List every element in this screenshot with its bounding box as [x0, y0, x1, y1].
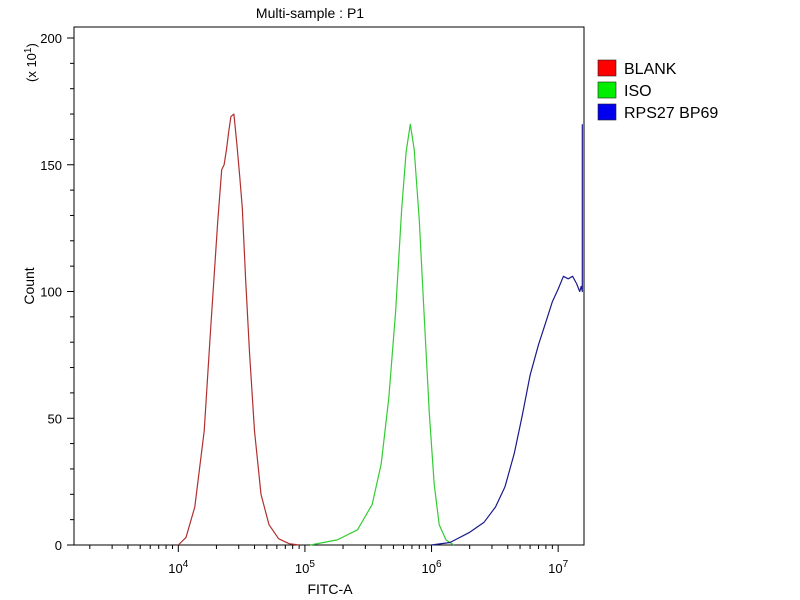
x-tick-label: 107 [548, 559, 568, 576]
legend-swatch [597, 103, 617, 121]
legend: BLANK ISO RPS27 BP69 [597, 59, 718, 122]
y-unit-label: (x 101) [23, 43, 39, 82]
y-unit-exponent: 1 [23, 47, 34, 53]
y-unit-prefix: (x 10 [24, 53, 39, 82]
series-lines [177, 113, 583, 546]
legend-swatch [597, 81, 617, 99]
y-unit-suffix: ) [24, 43, 39, 47]
x-tick-exponent: 4 [183, 559, 189, 570]
x-tick-exponent: 7 [563, 559, 569, 570]
series-line-iso [310, 123, 455, 546]
y-tick-label: 50 [48, 411, 62, 426]
y-axis-label: Count [21, 267, 37, 304]
y-tick-label: 100 [40, 285, 62, 300]
x-tick-label: 105 [295, 559, 315, 576]
chart-title: Multi-sample : P1 [256, 5, 364, 21]
series-line-blank [177, 113, 300, 546]
x-tick-base: 10 [422, 561, 436, 576]
x-tick-base: 10 [548, 561, 562, 576]
y-axis: 0 50 100 150 200 [40, 31, 74, 553]
x-tick-base: 10 [168, 561, 182, 576]
x-axis: 104 105 106 107 [89, 545, 569, 576]
y-tick-label: 150 [40, 158, 62, 173]
legend-label: RPS27 BP69 [624, 105, 718, 122]
y-tick-label: 200 [40, 31, 62, 46]
plot-area-frame [73, 26, 585, 546]
legend-swatch [597, 59, 617, 77]
series-line-rps27-bp69 [431, 124, 583, 546]
x-tick-exponent: 6 [436, 559, 442, 570]
x-tick-base: 10 [295, 561, 309, 576]
x-axis-label: FITC-A [307, 581, 353, 597]
x-tick-label: 104 [168, 559, 188, 576]
legend-label: BLANK [624, 61, 677, 78]
x-tick-exponent: 5 [309, 559, 315, 570]
y-tick-label: 0 [55, 538, 62, 553]
x-tick-label: 106 [422, 559, 442, 576]
legend-label: ISO [624, 83, 652, 100]
